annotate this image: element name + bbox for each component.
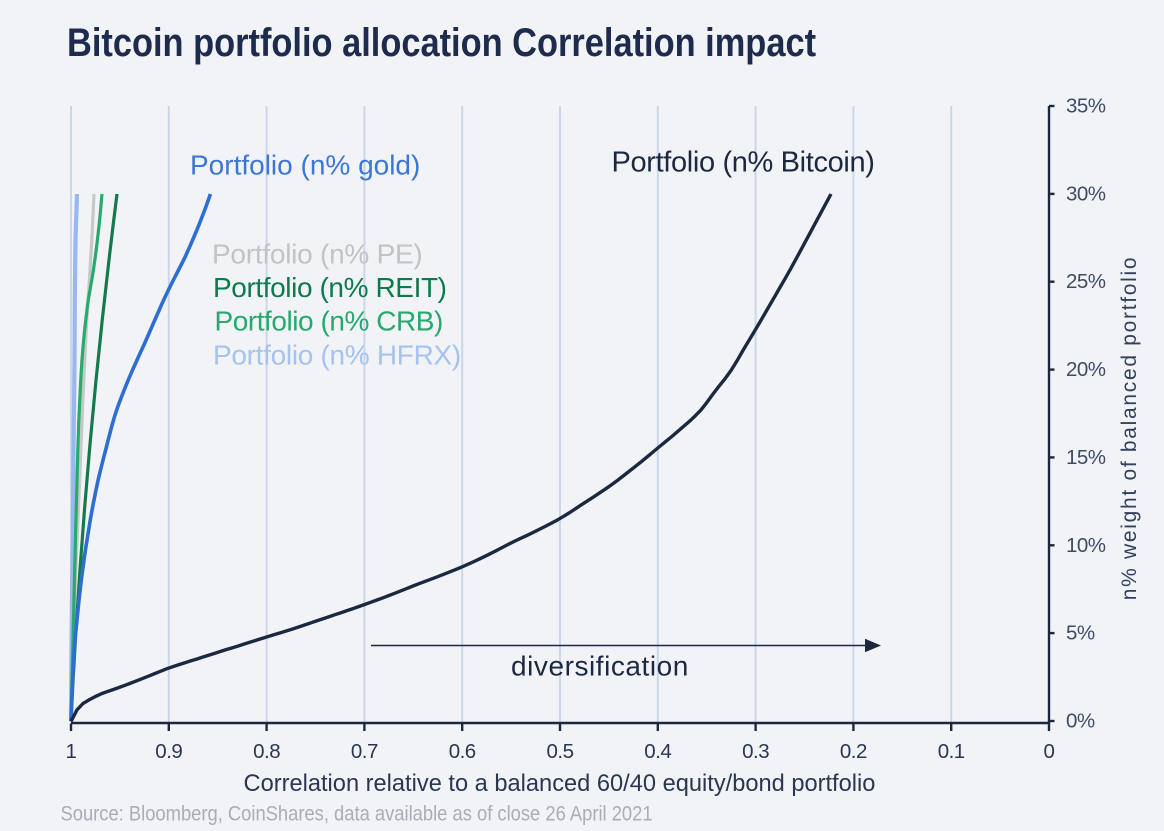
svg-text:15%: 15% [1066, 446, 1106, 469]
svg-text:Portfolio (n% REIT): Portfolio (n% REIT) [213, 272, 447, 303]
svg-text:35%: 35% [1066, 95, 1106, 118]
svg-text:10%: 10% [1066, 534, 1106, 557]
svg-text:diversification: diversification [511, 651, 689, 682]
svg-text:0.1: 0.1 [938, 740, 965, 763]
svg-text:Source: Bloomberg, CoinShares,: Source: Bloomberg, CoinShares, data avai… [61, 802, 653, 825]
svg-text:0.4: 0.4 [644, 740, 671, 763]
svg-text:0.9: 0.9 [155, 740, 182, 763]
svg-text:0%: 0% [1066, 710, 1095, 733]
svg-text:20%: 20% [1066, 358, 1106, 381]
svg-text:Correlation relative to a bala: Correlation relative to a balanced 60/40… [244, 770, 876, 797]
svg-text:Portfolio (n% gold): Portfolio (n% gold) [190, 150, 420, 181]
svg-text:0.3: 0.3 [742, 740, 769, 763]
svg-text:0.2: 0.2 [840, 740, 867, 763]
svg-text:0.8: 0.8 [253, 740, 280, 763]
svg-text:0.6: 0.6 [449, 740, 476, 763]
svg-text:0: 0 [1044, 740, 1055, 763]
svg-text:0.5: 0.5 [547, 740, 574, 763]
svg-text:Portfolio (n% Bitcoin): Portfolio (n% Bitcoin) [612, 147, 875, 179]
svg-text:1: 1 [66, 740, 77, 763]
svg-text:5%: 5% [1066, 622, 1095, 645]
svg-text:25%: 25% [1066, 270, 1106, 293]
svg-text:30%: 30% [1066, 182, 1106, 205]
svg-text:Bitcoin portfolio allocation C: Bitcoin portfolio allocation Correlation… [67, 20, 816, 65]
svg-text:Portfolio (n% HFRX): Portfolio (n% HFRX) [213, 340, 461, 371]
svg-text:Portfolio (n% PE): Portfolio (n% PE) [212, 239, 423, 270]
svg-text:Portfolio (n% CRB): Portfolio (n% CRB) [215, 306, 443, 337]
svg-text:0.7: 0.7 [351, 740, 378, 763]
svg-text:n% weight of balanced portfoli: n% weight of balanced portfolio [1118, 256, 1141, 601]
